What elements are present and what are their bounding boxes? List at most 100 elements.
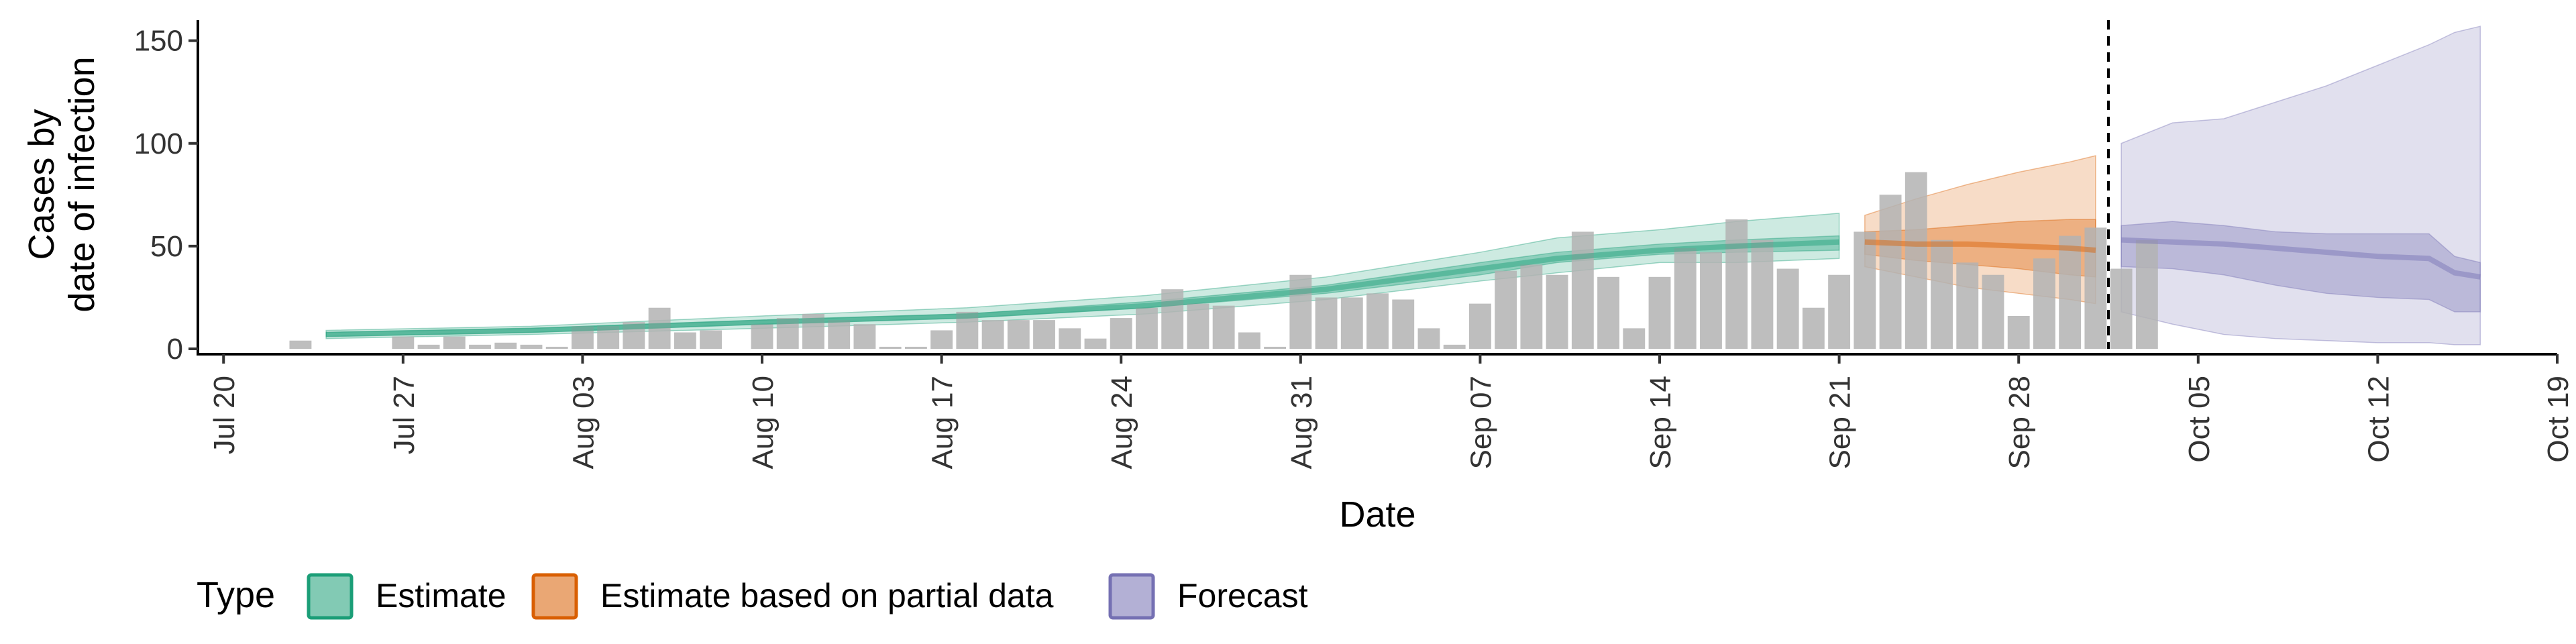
- bar: [2135, 239, 2158, 349]
- bars-layer: [289, 172, 2158, 349]
- bar: [1315, 297, 1338, 349]
- bar: [1443, 344, 1466, 349]
- bar: [1468, 303, 1491, 349]
- x-tick-label: Aug 03: [567, 376, 600, 469]
- bar: [1289, 274, 1312, 349]
- bar: [674, 332, 696, 349]
- x-tick-label: Jul 20: [208, 376, 241, 454]
- bar: [1623, 328, 1646, 349]
- bar: [904, 346, 927, 349]
- bar: [2059, 235, 2082, 349]
- y-tick-label: 100: [134, 127, 183, 160]
- y-axis-title-line: Cases by: [21, 109, 62, 260]
- bar: [751, 324, 773, 349]
- median-line: [326, 239, 1839, 337]
- legend: Type Estimate Estimate based on partial da…: [197, 573, 1308, 620]
- bar: [392, 336, 415, 349]
- bar: [1136, 307, 1158, 349]
- legend-swatch: [307, 573, 354, 620]
- y-axis-title-line: date of infection: [62, 56, 102, 312]
- bar: [1776, 268, 1799, 349]
- bar: [1802, 307, 1825, 349]
- bar: [417, 344, 440, 349]
- x-tick-label: Oct 12: [2362, 376, 2395, 463]
- median-line: [2121, 237, 2481, 280]
- bar: [1931, 239, 1953, 349]
- bar: [289, 340, 312, 349]
- ribbon-inner: [325, 235, 1840, 337]
- bar: [1212, 305, 1235, 349]
- legend-swatch: [1108, 573, 1155, 620]
- bar: [2084, 227, 2107, 349]
- bar: [571, 326, 594, 349]
- bar: [2007, 316, 2030, 349]
- legend-label: Forecast: [1177, 577, 1308, 614]
- x-tick-label: Aug 10: [747, 376, 780, 469]
- bar: [1392, 299, 1415, 349]
- bar: [1161, 289, 1184, 349]
- bar: [1110, 318, 1132, 349]
- bar: [597, 326, 620, 349]
- bar: [469, 344, 491, 349]
- bar: [1982, 274, 2004, 349]
- bar: [1007, 320, 1030, 349]
- bar: [2110, 268, 2133, 349]
- axes: [197, 20, 2557, 356]
- median-lines: [326, 237, 2481, 337]
- bar: [1264, 346, 1287, 349]
- y-tick-label: 150: [134, 25, 183, 58]
- bar: [1879, 195, 1902, 349]
- bar: [1725, 219, 1748, 349]
- bar: [700, 330, 722, 349]
- bar: [1417, 328, 1440, 349]
- bar: [520, 344, 543, 349]
- bar: [1366, 293, 1389, 349]
- bar: [802, 313, 824, 349]
- y-tick-label: 50: [150, 230, 183, 263]
- bar: [1904, 172, 1927, 349]
- bar: [545, 346, 568, 349]
- x-tick-label: Sep 14: [1644, 376, 1677, 469]
- bar: [1084, 338, 1107, 349]
- median-line: [1864, 239, 2096, 253]
- bar: [828, 320, 851, 349]
- bar: [1187, 303, 1210, 349]
- bar: [1597, 276, 1619, 349]
- bar: [494, 342, 517, 349]
- bar: [853, 324, 876, 349]
- legend-label: Estimate based on partial data: [600, 577, 1054, 614]
- x-tick-label: Oct 05: [2183, 376, 2216, 463]
- x-tick-label: Sep 21: [1824, 376, 1857, 469]
- x-axis-ticks: Jul 20 Jul 27 Aug 03 Aug 10 Aug 17 Aug 24 Aug …: [208, 354, 2575, 469]
- x-tick-label: Jul 27: [388, 376, 421, 454]
- x-axis-title: Date: [1339, 494, 1415, 535]
- bar: [1520, 264, 1543, 349]
- bar: [1340, 297, 1363, 349]
- bar: [1495, 270, 1517, 349]
- bar: [1648, 276, 1671, 349]
- ribbon-outer: [325, 213, 1840, 339]
- ribbon-inner: [2121, 221, 2481, 313]
- ribbon-outer: [2121, 25, 2481, 345]
- bar: [981, 320, 1004, 349]
- y-axis-title: Cases bydate of infection: [21, 56, 102, 312]
- bar: [930, 330, 953, 349]
- bar: [1828, 274, 1851, 349]
- bar: [1033, 320, 1055, 349]
- bar: [1238, 332, 1260, 349]
- bar: [1854, 231, 1876, 349]
- bar: [1571, 231, 1594, 349]
- x-tick-label: Sep 28: [2003, 376, 2036, 469]
- bar: [776, 318, 799, 349]
- bar: [443, 336, 466, 349]
- bar: [1059, 328, 1081, 349]
- bar: [956, 311, 979, 349]
- legend-label: Estimate: [376, 577, 506, 614]
- bar: [1956, 262, 1979, 349]
- bar: [879, 346, 902, 349]
- y-axis-ticks: 0 50 100 150: [134, 25, 198, 366]
- x-tick-label: Aug 24: [1106, 376, 1138, 469]
- x-tick-label: Sep 07: [1464, 376, 1497, 469]
- bar: [1674, 248, 1697, 349]
